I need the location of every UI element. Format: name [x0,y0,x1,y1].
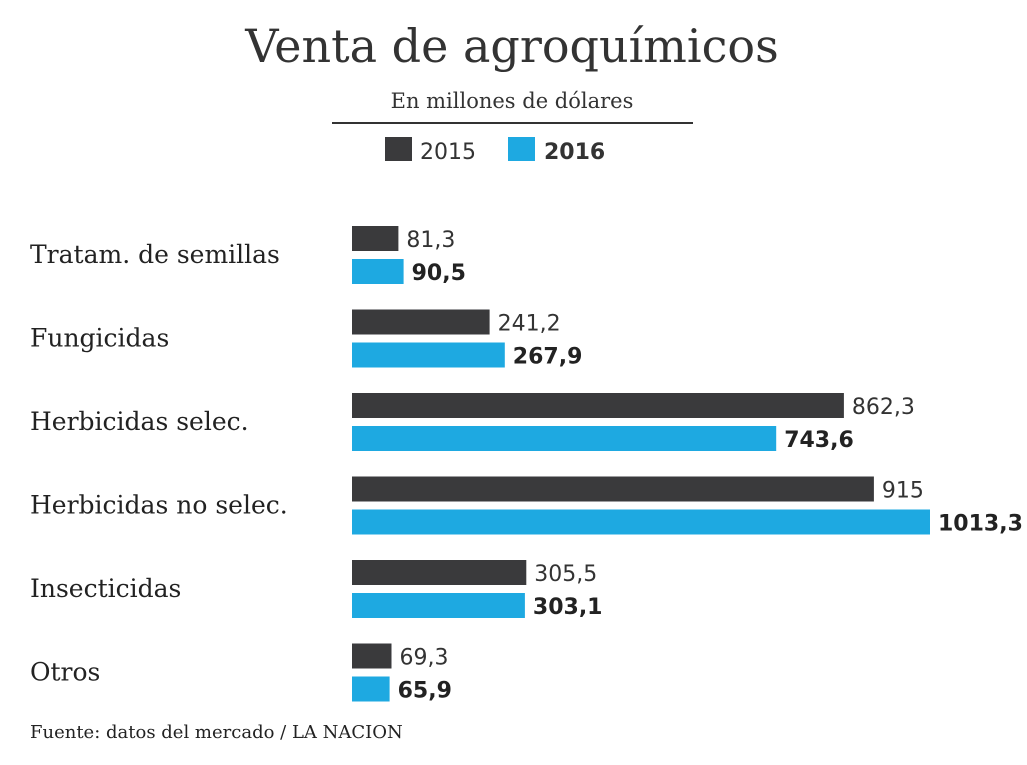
value-label-2015-fungicidas: 241,2 [498,312,561,337]
value-label-2016-tratam-de-semillas: 90,5 [412,261,466,286]
value-label-2015-tratam-de-semillas: 81,3 [406,228,455,253]
bar-2015-insecticidas [352,560,527,585]
legend-swatch-2016 [508,137,535,161]
bar-2015-tratam-de-semillas [352,226,399,251]
bar-2016-herbicidas-selec [352,426,777,451]
value-label-2016-herbicidas-no-selec: 1013,3 [938,512,1023,537]
bars-layer: Tratam. de semillas 81,3 90,5 Fungicidas 241… [30,226,1023,704]
bar-2016-otros [352,676,390,702]
value-label-2015-insecticidas: 305,5 [534,562,597,587]
chart-subtitle: En millones de dólares [391,89,634,113]
category-label-herbicidas-no-selec: Herbicidas no selec. [30,491,288,520]
bar-2015-herbicidas-no-selec [352,476,874,502]
category-label-herbicidas-selec: Herbicidas selec. [30,407,249,436]
value-label-2015-otros: 69,3 [400,646,449,671]
bar-2016-fungicidas [352,342,505,368]
chart-title: Venta de agroquímicos [244,19,778,73]
category-label-fungicidas: Fungicidas [30,324,169,353]
bar-2016-insecticidas [352,593,525,618]
value-label-2016-insecticidas: 303,1 [533,595,603,620]
bar-2016-tratam-de-semillas [352,259,404,284]
value-label-2016-fungicidas: 267,9 [513,345,583,370]
bar-2015-fungicidas [352,309,490,335]
value-label-2016-herbicidas-selec: 743,6 [784,428,854,453]
value-label-2015-herbicidas-selec: 862,3 [852,395,915,420]
legend-label-2016: 2016 [544,140,605,165]
legend-swatch-2015 [385,137,412,161]
category-label-otros: Otros [30,658,100,687]
value-label-2016-otros: 65,9 [398,679,452,704]
bar-2016-herbicidas-no-selec [352,509,930,535]
chart-source: Fuente: datos del mercado / LA NACION [30,722,403,743]
value-label-2015-herbicidas-no-selec: 915 [882,479,924,504]
legend-label-2015: 2015 [420,140,476,165]
bar-2015-otros [352,643,392,669]
category-label-insecticidas: Insecticidas [30,574,181,603]
bar-2015-herbicidas-selec [352,393,844,418]
category-label-tratam-de-semillas: Tratam. de semillas [30,240,280,269]
